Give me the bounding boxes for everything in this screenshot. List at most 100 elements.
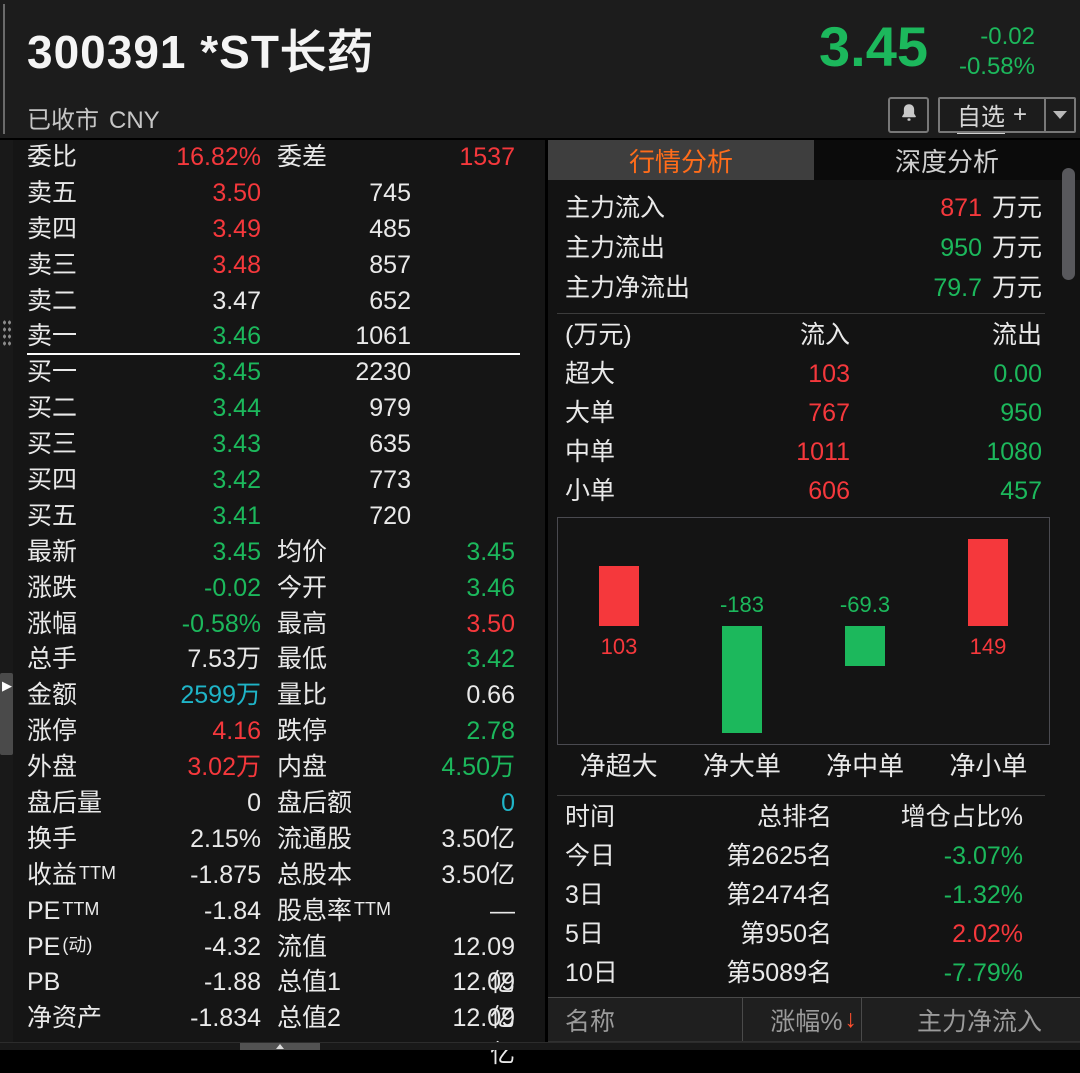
rank-value: 第5089名: [726, 959, 832, 987]
flow-table-row: 小单 606 457: [548, 472, 1080, 511]
divider: [557, 313, 1045, 314]
level-volume: 979: [369, 394, 411, 423]
level-label: 买五: [27, 501, 78, 530]
stat-row: 涨跌 -0.02 今开 3.46: [13, 571, 545, 607]
bar-value-label: -69.3: [839, 592, 891, 617]
level-price[interactable]: 3.49: [212, 214, 261, 243]
spacer: [411, 176, 515, 212]
inflow-value: 606: [808, 477, 850, 505]
bell-icon: [898, 101, 920, 130]
order-book-row[interactable]: 卖一 3.46 1061: [13, 319, 545, 356]
level-price[interactable]: 3.45: [212, 358, 261, 387]
alert-button[interactable]: [888, 97, 929, 133]
stat-label: 总值1: [277, 968, 341, 997]
splitter-grip-icon[interactable]: [1, 318, 12, 348]
stat-value: 3.46: [466, 573, 515, 602]
stat-value: 12.09亿: [452, 968, 515, 1033]
stat-label: 收益 TTM: [27, 860, 116, 889]
stat-label: 最新: [27, 537, 78, 566]
stat-value: -1.834: [190, 1004, 261, 1033]
stat-value: 3.50亿: [441, 860, 515, 889]
level-price[interactable]: 3.44: [212, 394, 261, 423]
order-size-label: 大单: [565, 399, 616, 427]
flow-value: 871: [940, 194, 982, 222]
order-book-row[interactable]: 买二 3.44 979: [13, 391, 545, 427]
stat-value: 2.15%: [190, 824, 261, 853]
stat-value: 4.50万: [441, 753, 515, 782]
level-price[interactable]: 3.46: [212, 322, 261, 351]
stat-value: -4.32: [204, 932, 261, 961]
flow-label: 主力净流出: [565, 274, 691, 302]
column-main-net-inflow[interactable]: 主力净流入: [916, 1007, 1042, 1036]
order-book-row[interactable]: 买三 3.43 635: [13, 427, 545, 463]
level-price[interactable]: 3.47: [212, 286, 261, 315]
stat-row: 收益 TTM -1.875 总股本 3.50亿: [13, 858, 545, 894]
collapse-arrow-icon: ▶: [2, 678, 12, 693]
collapse-panel-handle[interactable]: ▶: [0, 673, 13, 755]
spacer: [411, 499, 515, 535]
order-book-row[interactable]: 买五 3.41 720: [13, 499, 545, 535]
bar-value-label: -183: [719, 592, 765, 617]
column-header: 总排名: [756, 803, 832, 831]
flow-table-row: 中单 1011 1080: [548, 433, 1080, 472]
stat-row: PE (动) -4.32 流值 12.09亿: [13, 930, 545, 997]
stat-value: 12.09亿: [452, 1004, 515, 1069]
column-change-percent[interactable]: 涨幅% ↓: [743, 998, 862, 1041]
position-change-percent: -7.79%: [943, 959, 1023, 987]
level-price[interactable]: 3.42: [212, 466, 261, 495]
level-price[interactable]: 3.48: [212, 250, 261, 279]
stat-label: 总手: [27, 645, 78, 674]
stat-label: 委差: [277, 143, 328, 171]
tab-market-analysis[interactable]: 行情分析: [548, 140, 814, 180]
stat-row: 最新 3.45 均价 3.45: [13, 535, 545, 571]
chevron-down-icon: [1053, 111, 1067, 119]
period-label: 10日: [565, 959, 618, 987]
level-price[interactable]: 3.41: [212, 501, 261, 530]
inflow-value: 1011: [796, 438, 850, 466]
net-flow-bar: [845, 626, 885, 667]
list-header-bar: 名称 涨幅% ↓ 主力净流入: [548, 997, 1080, 1042]
level-price[interactable]: 3.43: [212, 430, 261, 459]
order-book-row[interactable]: 卖二 3.47 652: [13, 284, 545, 320]
level-volume: 773: [369, 466, 411, 495]
stat-label: 换手: [27, 824, 78, 853]
rank-table-row: 10日 第5089名 -7.79%: [548, 954, 1080, 993]
order-book-row[interactable]: 卖三 3.48 857: [13, 248, 545, 284]
order-book-row[interactable]: 卖五 3.50 745: [13, 176, 545, 212]
outflow-value: 1080: [986, 438, 1042, 466]
level-volume: 1061: [355, 322, 411, 351]
stat-label: 涨幅: [27, 609, 78, 638]
spacer: [411, 319, 515, 355]
flow-label: 主力流入: [565, 194, 666, 222]
watchlist-button[interactable]: 自选 +: [938, 97, 1076, 134]
position-change-percent: -1.32%: [943, 881, 1023, 909]
expand-bottom-panel-handle[interactable]: [240, 1043, 320, 1050]
watchlist-dropdown[interactable]: [1044, 99, 1074, 131]
level-label: 卖四: [27, 214, 78, 243]
order-book-row[interactable]: 卖四 3.49 485: [13, 212, 545, 248]
stat-value: 3.02万: [187, 753, 261, 782]
rank-table-row: 3日 第2474名 -1.32%: [548, 876, 1080, 915]
level-label: 买一: [27, 358, 78, 387]
level-price[interactable]: 3.50: [212, 178, 261, 207]
quote-detail-panel: 委比 16.82% 委差 1537 卖五 3.50 745 卖四 3.49 485 卖三 3.48 85…: [13, 140, 545, 1069]
vertical-scrollbar[interactable]: [1062, 168, 1075, 280]
stat-label: 委比: [27, 143, 78, 171]
spacer: [411, 463, 515, 499]
tab-depth-analysis[interactable]: 深度分析: [814, 140, 1080, 180]
order-book-row[interactable]: 买一 3.45 2230: [13, 355, 545, 391]
watchlist-label[interactable]: 自选 +: [940, 99, 1044, 134]
outflow-value: 0.00: [993, 360, 1042, 388]
column-header: 时间: [565, 803, 616, 831]
column-name[interactable]: 名称: [548, 998, 743, 1041]
bar-value-label: 149: [969, 634, 1007, 659]
period-label: 5日: [565, 920, 604, 948]
stat-label: 量比: [277, 681, 328, 710]
panel-splitter[interactable]: ▶: [0, 140, 13, 1042]
order-book-row[interactable]: 买四 3.42 773: [13, 463, 545, 499]
rank-table-row: 今日 第2625名 -3.07%: [548, 837, 1080, 876]
period-label: 今日: [565, 842, 616, 870]
level-label: 卖一: [27, 322, 78, 351]
level-label: 买二: [27, 394, 78, 423]
level-label: 买四: [27, 466, 78, 495]
